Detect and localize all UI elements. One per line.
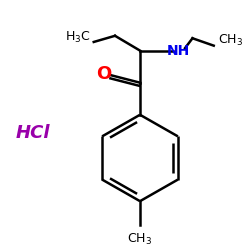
Text: CH$_3$: CH$_3$ (128, 232, 152, 247)
Text: HCl: HCl (15, 124, 50, 142)
Text: CH$_3$: CH$_3$ (218, 33, 242, 48)
Text: O: O (96, 65, 111, 83)
Text: H$_3$C: H$_3$C (65, 30, 91, 44)
Text: NH: NH (167, 44, 190, 58)
